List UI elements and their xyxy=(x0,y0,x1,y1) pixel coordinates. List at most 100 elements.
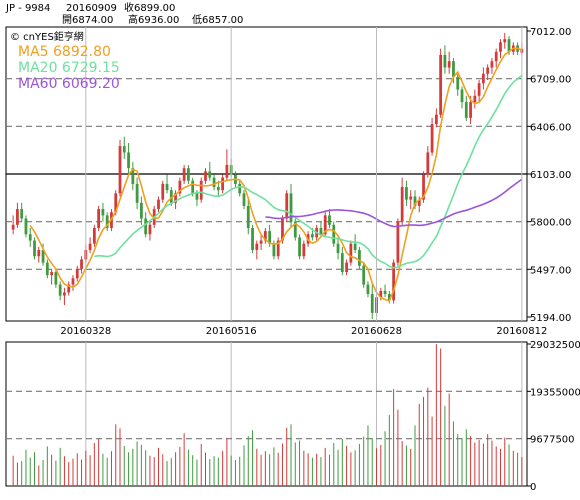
date-axis: 20160328 20160516 20160628 20160812 xyxy=(60,27,547,337)
candle-body xyxy=(396,221,400,263)
candle-body xyxy=(392,262,396,301)
price-tick-label: 5497.00 xyxy=(530,265,571,276)
candle-body xyxy=(430,124,434,153)
candle-body xyxy=(216,187,220,191)
volume-panel xyxy=(5,341,528,487)
volume-tick-label: 29032500 xyxy=(530,340,580,351)
candle-body xyxy=(238,183,242,194)
candle-body xyxy=(161,183,165,200)
date-tick-label: 20160628 xyxy=(351,326,402,337)
high-label: 高6936.00 xyxy=(128,13,179,26)
candle-body xyxy=(135,183,139,203)
date-label: 20160909 xyxy=(66,3,117,14)
candle-body xyxy=(225,165,229,178)
candle-body xyxy=(139,202,143,219)
volume-tick-label: 9677500 xyxy=(530,435,575,446)
candle-body xyxy=(221,177,225,191)
legend-ma20: MA20 6729.15 xyxy=(18,60,120,76)
candle-body xyxy=(195,193,199,200)
candle-body xyxy=(148,224,152,235)
candle-body xyxy=(71,278,75,285)
ma5-line xyxy=(29,47,523,302)
candle-body xyxy=(289,193,293,222)
candle-body xyxy=(477,83,481,96)
price-tick-label: 6406.00 xyxy=(530,122,571,133)
candle-body xyxy=(263,231,267,241)
candle-body xyxy=(58,284,62,296)
brand-label: © cnYES鉅亨網 xyxy=(10,30,84,43)
candle-body xyxy=(20,209,24,219)
legend-ma5: MA5 6892.80 xyxy=(18,44,111,60)
candle-body xyxy=(310,234,314,238)
volume-tick-label: 0 xyxy=(530,482,536,493)
volume-tick-label: 19355000 xyxy=(530,387,580,398)
price-tick-label: 5194.00 xyxy=(530,313,571,324)
candle-body xyxy=(439,54,443,115)
candle-body xyxy=(507,39,511,52)
price-tick-label: 6103.00 xyxy=(530,170,571,181)
candle-body xyxy=(486,67,490,74)
candle-body xyxy=(127,152,130,169)
candle-body xyxy=(490,61,494,68)
price-tick-label: 5800.00 xyxy=(530,218,571,229)
legend-ma60: MA60 6069.20 xyxy=(18,76,120,92)
candle-body xyxy=(332,224,336,244)
candle-body xyxy=(255,243,259,250)
candle-body xyxy=(118,146,122,194)
candle-body xyxy=(259,240,263,244)
candle-body xyxy=(409,196,413,200)
candle-body xyxy=(33,240,36,257)
candle-body xyxy=(54,272,58,285)
candle-body xyxy=(469,102,472,118)
candle-body xyxy=(379,290,383,298)
ma20-line xyxy=(94,74,523,269)
candle-body xyxy=(174,193,177,203)
candle-body xyxy=(178,180,182,194)
volume-axis: 29032500 19355000 9677500 0 xyxy=(527,340,580,493)
price-tick-label: 7012.00 xyxy=(530,27,571,38)
candle-body xyxy=(101,209,105,216)
candle-body xyxy=(383,290,387,295)
candle-body xyxy=(302,243,306,257)
candle-body xyxy=(191,180,195,194)
candle-body xyxy=(41,249,45,263)
candle-body xyxy=(405,187,408,200)
candle-body xyxy=(481,73,485,84)
candle-body xyxy=(187,168,190,181)
candle-body xyxy=(447,61,451,68)
candle-body xyxy=(169,190,173,203)
candle-body xyxy=(28,234,32,241)
candle-body xyxy=(349,243,353,263)
moving-average-lines xyxy=(29,47,523,302)
candle-body xyxy=(50,272,54,276)
candle-body xyxy=(45,262,49,276)
candle-body xyxy=(443,54,447,68)
candle-body xyxy=(473,95,477,103)
candle-body xyxy=(16,209,19,225)
candle-body xyxy=(434,114,438,125)
candle-body xyxy=(345,262,348,273)
candle-body xyxy=(208,171,212,178)
candle-body xyxy=(464,102,468,118)
candle-body xyxy=(212,177,216,188)
candle-body xyxy=(417,199,421,206)
price-axis: 7012.00 6709.00 6406.00 6103.00 5800.00 5497.… xyxy=(527,27,571,324)
date-tick-label: 20160328 xyxy=(60,326,111,337)
candle-body xyxy=(144,218,148,235)
candle-body xyxy=(293,221,297,238)
volume-bars xyxy=(12,344,523,486)
candle-body xyxy=(340,253,344,273)
candle-body xyxy=(452,61,455,77)
candle-body xyxy=(114,193,118,213)
candle-body xyxy=(272,243,276,257)
candle-body xyxy=(362,265,366,285)
close-label: 收6899.00 xyxy=(124,1,175,14)
candle-body xyxy=(268,231,272,244)
candle-body xyxy=(131,168,135,184)
candle-body xyxy=(353,243,357,250)
candle-body xyxy=(413,196,417,206)
candle-body xyxy=(503,39,507,43)
candle-body xyxy=(105,215,109,228)
candle-body xyxy=(499,42,502,52)
